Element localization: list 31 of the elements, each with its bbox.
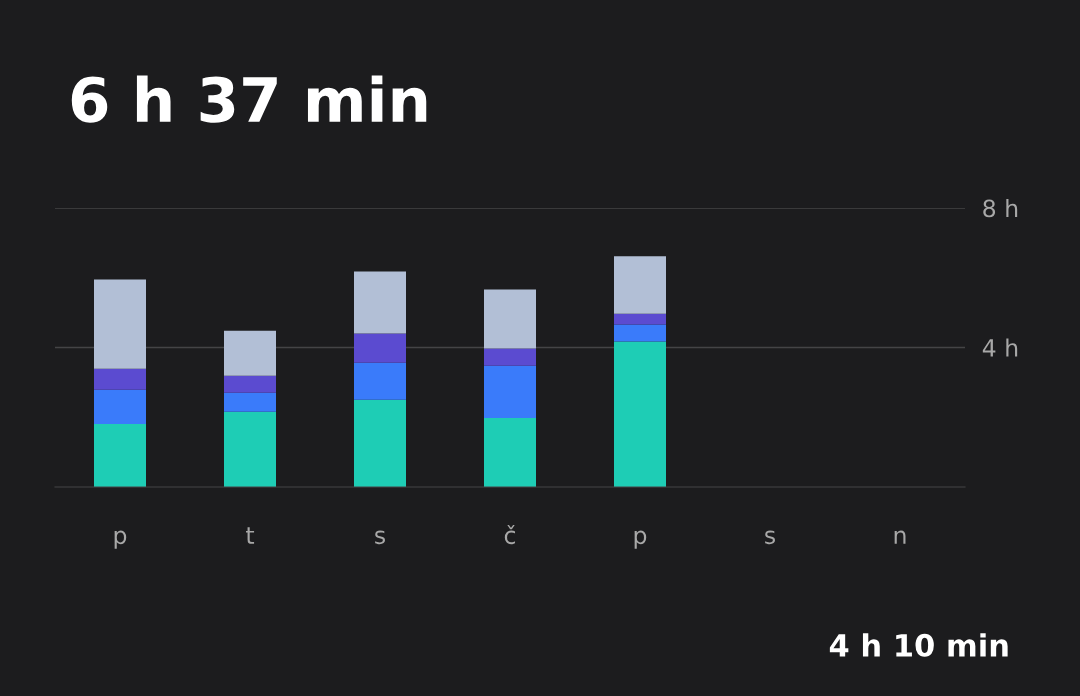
bar <box>484 289 536 349</box>
bar <box>354 399 406 487</box>
chart-title: 6 h 37 min <box>71 75 427 123</box>
bar <box>354 362 406 400</box>
x-tick-label: s <box>375 530 385 545</box>
bar <box>354 333 406 363</box>
bar <box>94 423 146 487</box>
bar <box>484 348 536 366</box>
x-tick-label: p <box>634 530 647 549</box>
bar <box>224 411 276 487</box>
bar <box>354 271 406 334</box>
x-tick-label: t <box>246 527 255 544</box>
bar <box>94 279 146 369</box>
bar <box>614 313 666 325</box>
y-tick-label: 8 h <box>983 199 1018 218</box>
text: 4 h 10 min <box>829 633 1008 657</box>
bar <box>94 389 146 424</box>
bar <box>614 256 666 314</box>
x-tick-label: č <box>504 524 516 545</box>
bar <box>224 375 276 393</box>
bar <box>614 324 666 342</box>
bar <box>224 392 276 412</box>
bar <box>484 417 536 487</box>
y-tick-label: 4 h <box>982 338 1018 357</box>
x-tick-label: p <box>114 530 127 549</box>
bar <box>484 365 536 418</box>
x-tick-label: s <box>765 530 775 545</box>
bar <box>224 330 276 376</box>
bar <box>94 368 146 390</box>
x-tick-label: n <box>894 530 906 544</box>
bar <box>614 341 666 487</box>
